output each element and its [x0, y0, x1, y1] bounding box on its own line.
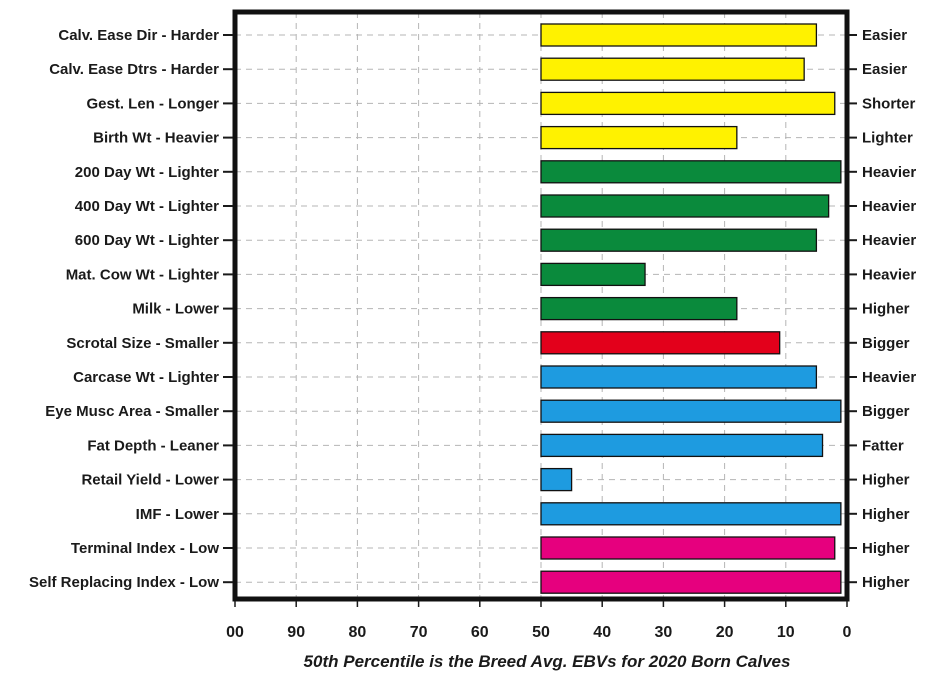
- left-label: 600 Day Wt - Lighter: [75, 232, 219, 249]
- right-label: Higher: [862, 506, 910, 523]
- left-label: Scrotal Size - Smaller: [66, 335, 219, 352]
- left-label: 400 Day Wt - Lighter: [75, 198, 219, 215]
- left-label: Mat. Cow Wt - Lighter: [66, 266, 219, 283]
- right-label: Shorter: [862, 95, 916, 112]
- x-tick-label: 50: [532, 624, 550, 641]
- right-label: Bigger: [862, 335, 910, 352]
- bar-15: [540, 536, 836, 560]
- x-axis-ticks: 00 90 80 70 60 50 40 30 20 10 0: [226, 601, 852, 641]
- left-label: Terminal Index - Low: [71, 540, 219, 557]
- left-label: Calv. Ease Dir - Harder: [58, 27, 219, 44]
- bar-2: [540, 91, 836, 116]
- trait-labels: Calv. Ease Dir - Harder Easier Calv. Ease …: [29, 27, 916, 591]
- bar-10: [540, 365, 818, 389]
- left-label: Milk - Lower: [132, 301, 219, 318]
- left-label: Carcase Wt - Lighter: [73, 369, 219, 386]
- bars: [540, 23, 842, 594]
- bar-14: [540, 502, 842, 526]
- left-label: Fat Depth - Leaner: [87, 437, 219, 454]
- right-label: Fatter: [862, 437, 904, 454]
- bar-12: [540, 433, 824, 458]
- x-tick-label: 70: [410, 624, 428, 641]
- x-tick-label: 40: [593, 624, 611, 641]
- x-tick-label: 60: [471, 624, 489, 641]
- right-label: Higher: [862, 540, 910, 557]
- right-label: Bigger: [862, 403, 910, 420]
- bar-9: [540, 331, 781, 355]
- x-tick-label: 10: [777, 624, 795, 641]
- plot-frame: [232, 9, 850, 602]
- bar-8: [540, 296, 738, 321]
- right-label: Heavier: [862, 266, 916, 283]
- x-tick-label: 80: [349, 624, 367, 641]
- bar-6: [540, 228, 818, 252]
- bar-1: [540, 57, 805, 81]
- bar-0: [540, 23, 818, 47]
- right-label: Higher: [862, 574, 910, 591]
- x-tick-label: 0: [843, 624, 852, 641]
- right-label: Heavier: [862, 369, 916, 386]
- right-label: Heavier: [862, 232, 916, 249]
- bar-5: [540, 194, 830, 218]
- left-label: Retail Yield - Lower: [81, 472, 219, 489]
- right-label: Higher: [862, 301, 910, 318]
- left-label: IMF - Lower: [136, 506, 219, 523]
- bar-3: [540, 125, 738, 150]
- left-label: Birth Wt - Heavier: [93, 130, 219, 147]
- x-tick-label: 30: [655, 624, 673, 641]
- x-tick-label: 00: [226, 624, 244, 641]
- right-label: Easier: [862, 27, 907, 44]
- bar-11: [540, 399, 842, 423]
- right-label: Lighter: [862, 130, 913, 147]
- right-label: Easier: [862, 61, 907, 78]
- right-label: Heavier: [862, 164, 916, 181]
- left-label: 200 Day Wt - Lighter: [75, 164, 219, 181]
- bar-4: [540, 160, 842, 184]
- right-label: Higher: [862, 472, 910, 489]
- footnote: 50th Percentile is the Breed Avg. EBVs f…: [304, 652, 791, 671]
- x-tick-label: 90: [287, 624, 305, 641]
- left-label: Calv. Ease Dtrs - Harder: [49, 61, 219, 78]
- left-label: Gest. Len - Longer: [86, 95, 219, 112]
- bar-7: [540, 262, 646, 287]
- left-label: Eye Musc Area - Smaller: [45, 403, 219, 420]
- x-tick-label: 20: [716, 624, 734, 641]
- left-label: Self Replacing Index - Low: [29, 574, 219, 591]
- bar-13: [540, 467, 573, 492]
- right-label: Heavier: [862, 198, 916, 215]
- bar-16: [540, 570, 842, 594]
